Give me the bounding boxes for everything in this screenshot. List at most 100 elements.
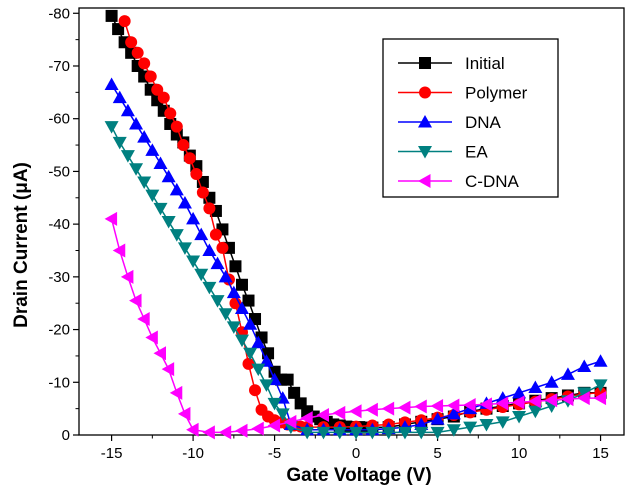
- legend-item: DNA: [398, 113, 502, 132]
- data-point: [577, 387, 592, 400]
- data-point: [120, 103, 135, 117]
- data-point: [593, 391, 607, 406]
- data-point: [495, 416, 510, 429]
- data-point: [365, 402, 378, 417]
- data-point: [177, 242, 192, 255]
- data-point: [145, 330, 158, 345]
- data-point: [397, 400, 411, 415]
- y-tick-label: -10: [48, 374, 70, 391]
- data-point: [137, 312, 150, 327]
- legend-label: Initial: [465, 54, 505, 73]
- data-point: [349, 404, 362, 419]
- legend-label: C-DNA: [465, 172, 519, 191]
- data-point: [125, 36, 138, 49]
- data-point: [118, 15, 131, 28]
- data-point: [194, 227, 209, 241]
- data-point: [528, 380, 543, 394]
- legend-marker: [418, 174, 431, 188]
- data-point: [169, 229, 184, 242]
- data-point: [129, 116, 144, 130]
- data-point: [112, 90, 127, 104]
- legend-item: C-DNA: [398, 172, 519, 191]
- data-point: [528, 405, 543, 419]
- x-tick-label: -15: [101, 445, 123, 462]
- data-point: [153, 156, 168, 170]
- y-tick-label: -70: [48, 58, 70, 75]
- data-point: [259, 354, 274, 367]
- x-tick-label: 10: [511, 445, 528, 462]
- data-point: [153, 202, 168, 216]
- data-point: [512, 385, 527, 399]
- data-point: [151, 83, 164, 96]
- data-point: [131, 46, 144, 59]
- data-point: [381, 426, 396, 440]
- y-tick-label: -80: [48, 5, 70, 22]
- x-tick-label: 0: [352, 445, 360, 462]
- data-point: [446, 424, 461, 437]
- data-point: [281, 373, 294, 386]
- y-tick-label: -60: [48, 111, 70, 128]
- data-point: [243, 317, 258, 330]
- y-tick-label: -50: [48, 163, 70, 180]
- data-point: [397, 426, 412, 440]
- data-point: [112, 243, 126, 258]
- data-point: [593, 354, 608, 367]
- data-point: [512, 411, 527, 424]
- data-point: [105, 9, 118, 22]
- x-tick-label: 5: [433, 445, 441, 462]
- data-point: [229, 260, 242, 273]
- data-point: [210, 295, 225, 308]
- y-axis: 0 -10 -20 -30 -40 -50 -60 -70 -80: [48, 5, 79, 444]
- data-point: [164, 107, 177, 120]
- data-point: [242, 294, 255, 307]
- series-c-dna: [104, 211, 607, 440]
- legend-marker: [419, 86, 431, 99]
- data-point: [446, 406, 461, 420]
- data-point: [202, 425, 215, 440]
- y-tick-label: -40: [48, 216, 70, 233]
- data-point: [216, 241, 229, 254]
- data-point: [177, 196, 192, 209]
- data-point: [194, 268, 209, 282]
- data-point: [593, 379, 608, 392]
- data-point: [430, 426, 445, 440]
- data-point: [202, 281, 217, 295]
- data-point: [157, 91, 170, 104]
- data-point: [288, 386, 301, 399]
- data-point: [145, 143, 160, 156]
- data-point: [255, 331, 268, 344]
- data-point: [267, 418, 281, 433]
- data-point: [242, 357, 255, 370]
- legend-item: Initial: [398, 54, 505, 73]
- data-point: [479, 397, 492, 412]
- data-point: [414, 426, 429, 440]
- data-point: [234, 301, 249, 314]
- data-point: [161, 169, 176, 183]
- data-point: [332, 426, 347, 440]
- data-point: [104, 121, 119, 134]
- data-point: [120, 269, 134, 284]
- legend-label: Polymer: [465, 84, 528, 103]
- data-point: [577, 391, 590, 406]
- data-point: [267, 397, 282, 411]
- data-point: [144, 70, 157, 83]
- data-point: [120, 150, 135, 163]
- legend-item: Polymer: [398, 84, 528, 103]
- data-point: [137, 130, 152, 143]
- data-point: [218, 425, 232, 440]
- data-point: [129, 163, 144, 176]
- y-axis-title: Drain Current (μA): [11, 162, 32, 328]
- data-point: [249, 384, 262, 397]
- data-point: [332, 405, 346, 420]
- data-point: [186, 422, 199, 437]
- data-point: [153, 346, 166, 361]
- data-point: [161, 216, 176, 229]
- data-point: [234, 334, 249, 348]
- data-point: [104, 77, 119, 90]
- data-point: [218, 269, 233, 283]
- x-tick-label: -10: [182, 445, 204, 462]
- legend-marker: [418, 146, 432, 159]
- data-point: [528, 394, 541, 409]
- data-point: [512, 395, 525, 410]
- data-point: [300, 426, 315, 440]
